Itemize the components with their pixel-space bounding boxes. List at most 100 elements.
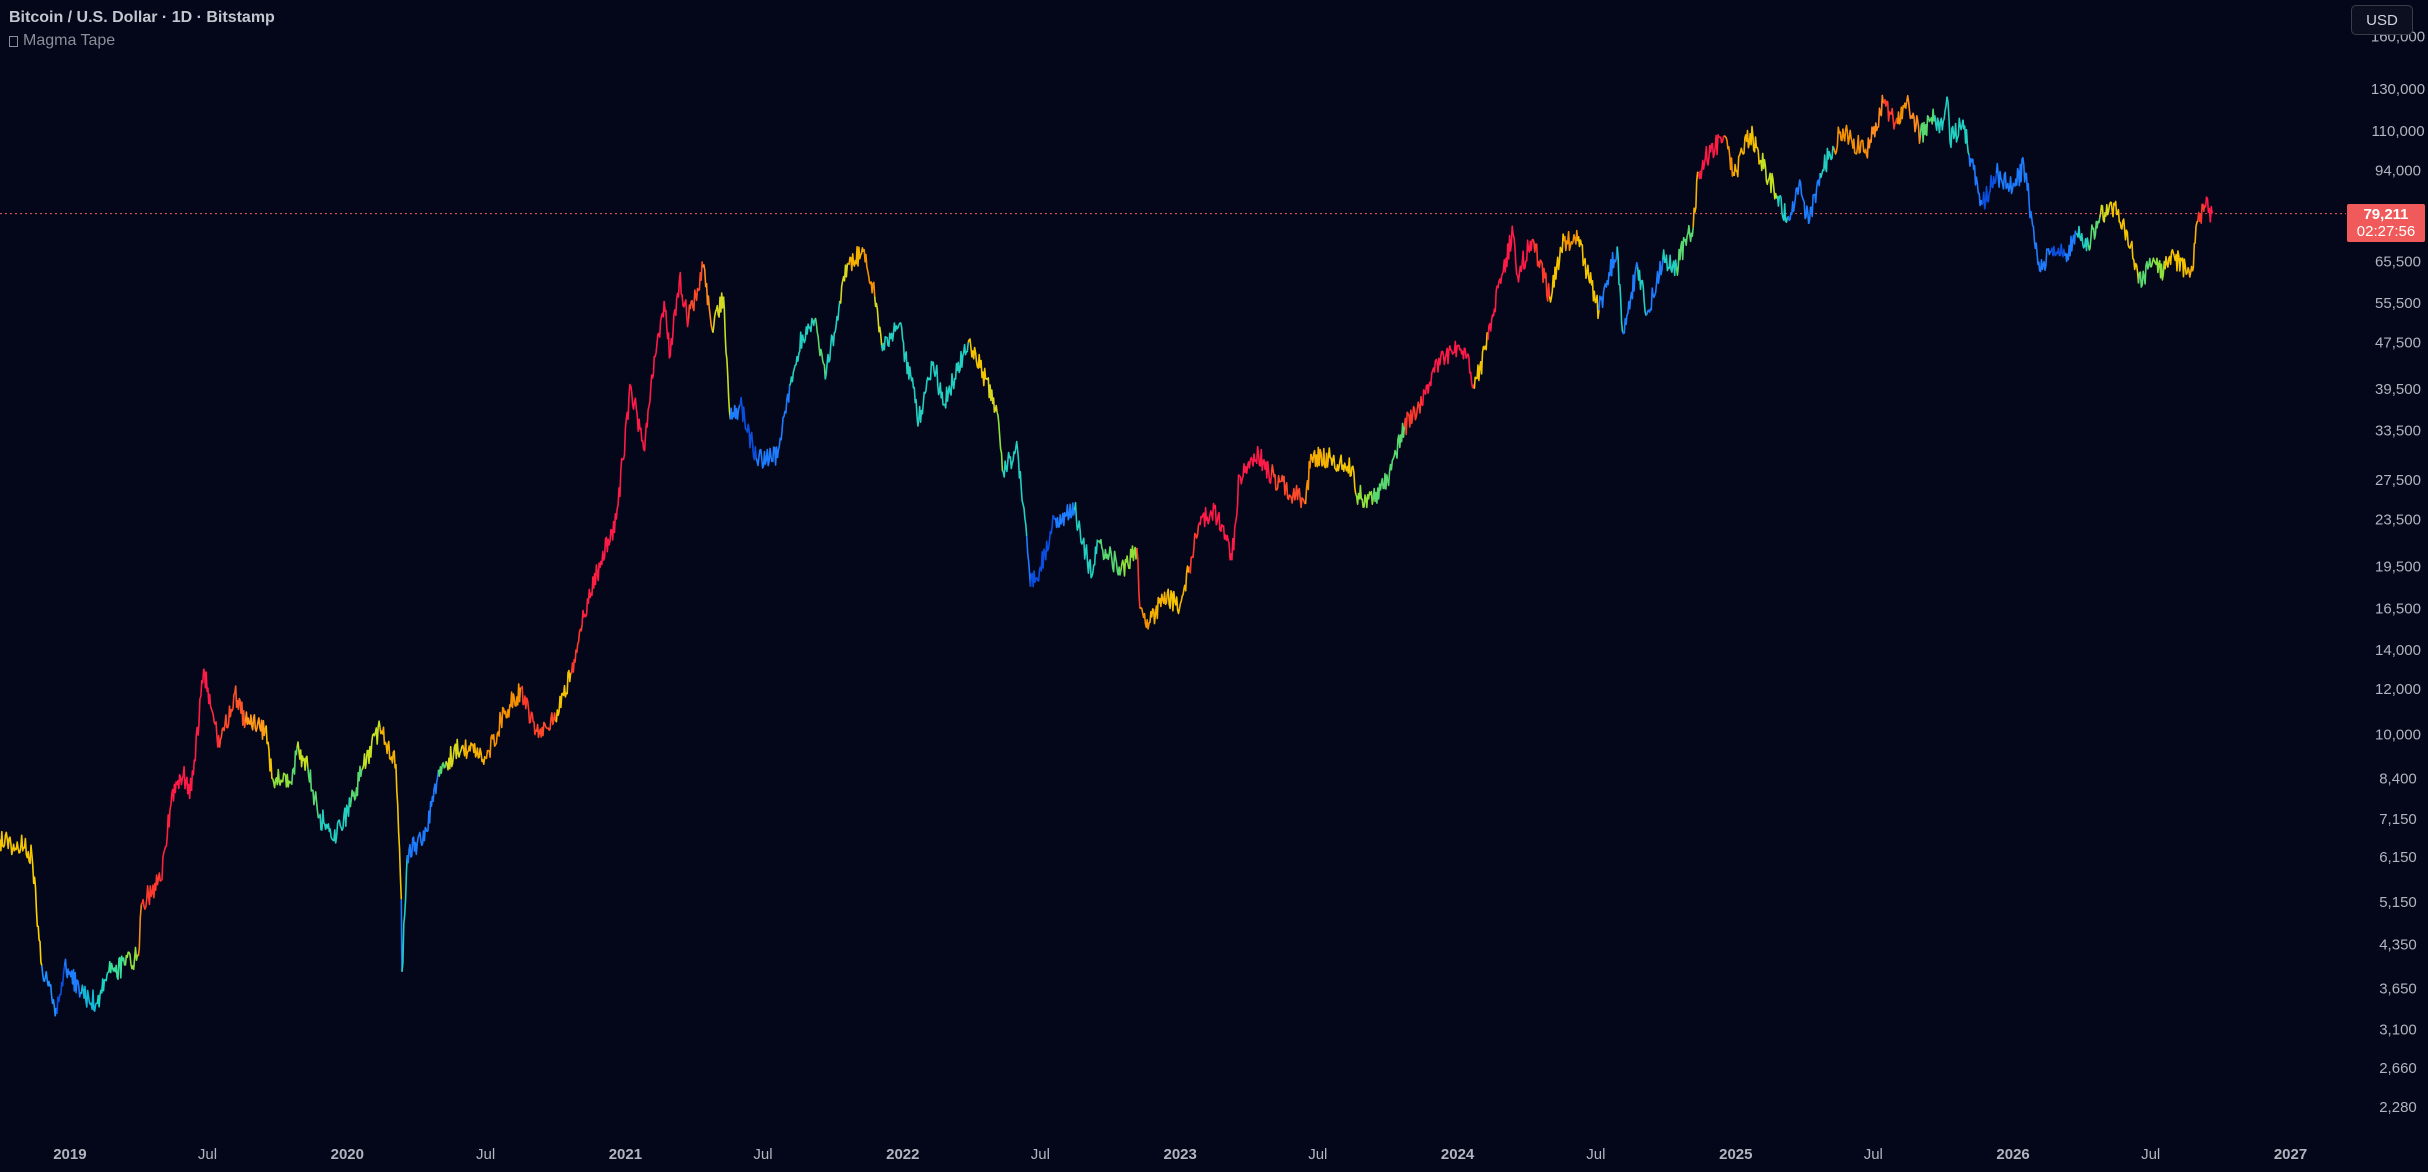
series-segment-148 [1934, 115, 1941, 134]
series-segment-159 [2050, 243, 2066, 258]
series-segment-20 [244, 711, 266, 740]
series-segment-48 [630, 385, 645, 450]
price-axis[interactable]: 2,280 2,660 3,100 3,650 4,350 5,150 6,150 7,150… [2371, 29, 2425, 1116]
series-segment-94 [1197, 502, 1216, 528]
series-segment-2 [31, 855, 43, 966]
series-segment-30 [379, 726, 397, 769]
series-segment-10 [137, 904, 143, 957]
series-segment-71 [898, 322, 920, 427]
series-segment-21 [264, 725, 273, 780]
price-tick-label: 65,500 [2375, 254, 2421, 271]
series-segment-81 [1029, 566, 1042, 588]
series-segment-5 [63, 958, 82, 998]
series-segment-33 [401, 855, 409, 972]
price-tick-label: 7,150 [2379, 811, 2417, 828]
series-segment-54 [687, 261, 704, 320]
series-segment-89 [1139, 606, 1150, 630]
chart-legend: Bitcoin / U.S. Dollar · 1D · Bitstamp Ma… [9, 10, 275, 49]
series-segment-26 [318, 809, 338, 844]
series-segment-13 [171, 774, 184, 802]
series-segment-87 [1120, 545, 1138, 577]
series-segment-86 [1097, 538, 1122, 576]
series-segment-152 [1962, 119, 1970, 156]
series-segment-163 [2099, 201, 2112, 223]
interval-label: 1D [171, 9, 193, 26]
time-tick-label: 2022 [886, 1146, 919, 1163]
series-segment-56 [711, 292, 725, 334]
series-segment-162 [2087, 217, 2101, 251]
series-segment-39 [485, 706, 507, 760]
series-segment-64 [814, 317, 827, 380]
exchange-label: Bitstamp [206, 9, 275, 26]
series-segment-149 [1938, 96, 1948, 134]
series-segment-134 [1749, 125, 1762, 165]
price-tick-label: 3,650 [2379, 981, 2417, 998]
series-segment-120 [1598, 246, 1618, 311]
price-tick-label: 130,000 [2371, 81, 2425, 98]
series-segment-145 [1896, 101, 1908, 125]
series-segment-102 [1327, 447, 1353, 477]
series-segment-23 [291, 747, 298, 785]
series-segment-105 [1372, 472, 1389, 504]
series-segment-97 [1238, 445, 1260, 485]
series-segment-130 [1704, 142, 1716, 166]
series-segment-123 [1636, 267, 1647, 316]
series-segment-165 [2130, 240, 2140, 284]
series-segment-53 [678, 271, 690, 328]
series-segment-51 [663, 300, 672, 359]
series-segment-164 [2110, 200, 2132, 249]
series-segment-114 [1512, 233, 1519, 276]
series-segment-17 [209, 705, 221, 748]
series-segment-40 [504, 683, 522, 719]
series-segment-173 [2203, 196, 2213, 223]
time-tick-label: Jul [1586, 1146, 1605, 1163]
series-segment-55 [702, 264, 713, 330]
series-segment-154 [1981, 173, 1998, 210]
series-segment-135 [1760, 152, 1779, 200]
series-segment-155 [1995, 162, 2014, 195]
series-segment-98 [1257, 448, 1273, 485]
series-segment-116 [1532, 238, 1551, 302]
price-tick-label: 33,500 [2375, 422, 2421, 439]
time-tick-label: 2023 [1164, 1146, 1197, 1163]
series-segment-119 [1576, 236, 1600, 320]
series-segment-1 [23, 837, 33, 865]
series-segment-65 [824, 300, 841, 380]
currency-button[interactable]: USD [2351, 5, 2413, 35]
series-segment-101 [1310, 446, 1330, 469]
separator-2: · [192, 9, 207, 26]
price-tick-label: 2,280 [2379, 1099, 2417, 1116]
series-segment-69 [873, 296, 883, 346]
series-segment-82 [1039, 514, 1056, 572]
series-segment-104 [1355, 484, 1374, 509]
price-tick-label: 5,150 [2379, 894, 2417, 911]
series-segment-166 [2137, 257, 2152, 288]
series-segment-99 [1270, 464, 1307, 509]
separator-1: · [157, 9, 172, 26]
series-segment-43 [554, 669, 572, 723]
series-segment-118 [1563, 229, 1579, 252]
series-segment-141 [1833, 126, 1844, 155]
series-segment-31 [395, 764, 403, 900]
indicator-legend[interactable]: Magma Tape [9, 33, 275, 49]
series-segment-109 [1436, 340, 1466, 373]
series-segment-59 [739, 396, 757, 461]
series-segment-133 [1733, 129, 1751, 178]
series-segment-85 [1091, 539, 1099, 576]
symbol-title[interactable]: Bitcoin / U.S. Dollar · 1D · Bitstamp [9, 10, 275, 26]
series-segment-4 [56, 965, 66, 1014]
series-segment-126 [1675, 235, 1688, 276]
price-tick-label: 4,350 [2379, 936, 2417, 953]
series-segment-57 [722, 296, 732, 420]
time-tick-label: Jul [1308, 1146, 1327, 1163]
series-segment-42 [535, 712, 557, 739]
time-tick-label: Jul [1031, 1146, 1050, 1163]
indicator-box-icon[interactable] [9, 35, 18, 47]
time-axis[interactable]: 2019 Jul 2020 Jul 2021 Jul 2022 Jul 2023 Jul 2024 J… [53, 1146, 2307, 1163]
series-segment-128 [1692, 171, 1700, 228]
series-segment-32 [400, 899, 403, 972]
series-segment-24 [296, 741, 309, 771]
